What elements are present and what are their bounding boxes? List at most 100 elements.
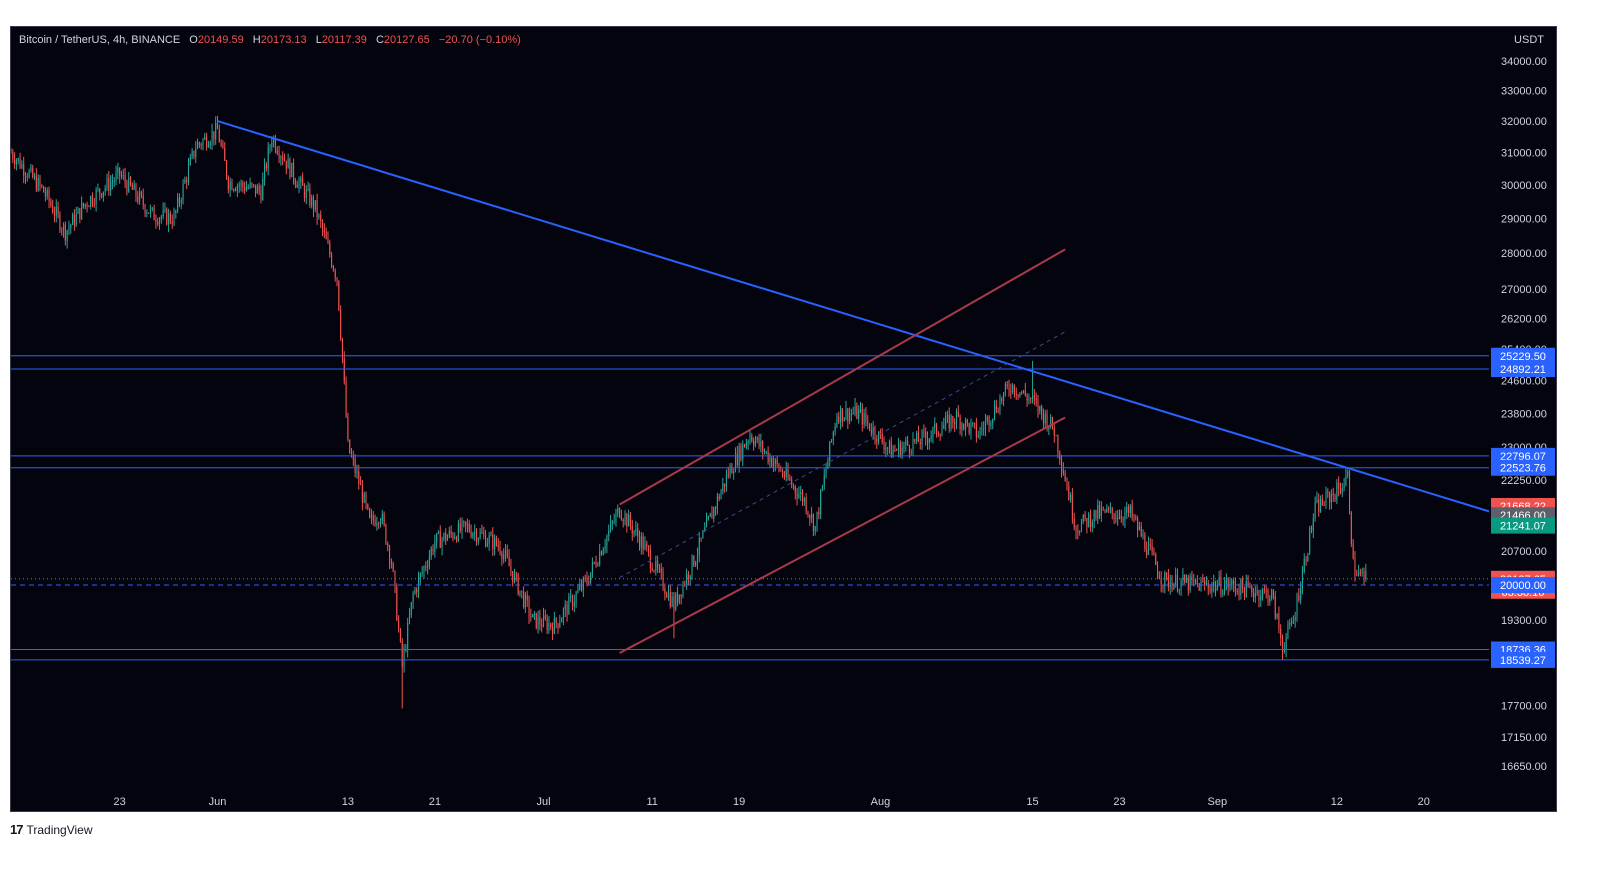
candle-body bbox=[128, 177, 130, 192]
y-tick-label: 32000.00 bbox=[1501, 116, 1547, 128]
candle-body bbox=[952, 416, 954, 424]
candle-body bbox=[448, 530, 450, 537]
candle-body bbox=[1129, 505, 1131, 513]
y-tick-label: 17150.00 bbox=[1501, 732, 1547, 744]
candle-body bbox=[609, 522, 612, 531]
candle-body bbox=[1151, 545, 1153, 552]
candle-body bbox=[44, 192, 46, 197]
candle-body bbox=[300, 177, 302, 183]
candle-body bbox=[722, 483, 724, 492]
candle-body bbox=[919, 441, 921, 445]
candle-body bbox=[1262, 589, 1264, 597]
candle-body bbox=[124, 174, 126, 183]
candle-body bbox=[59, 213, 61, 231]
candle-body bbox=[604, 545, 606, 550]
candle-body bbox=[1312, 518, 1314, 531]
candle-body bbox=[17, 158, 19, 161]
candle-body bbox=[510, 566, 512, 572]
candle-body bbox=[1051, 417, 1054, 429]
candle-body bbox=[548, 623, 550, 630]
candle-body bbox=[541, 624, 543, 627]
candle-body bbox=[1301, 571, 1303, 589]
candle-body bbox=[1187, 578, 1189, 591]
quote-unit: USDT bbox=[1514, 34, 1544, 46]
price-badge bbox=[1491, 517, 1555, 534]
candle-body bbox=[575, 592, 577, 602]
candle-body bbox=[316, 200, 318, 218]
candle-body bbox=[222, 144, 224, 148]
candle-body bbox=[1318, 499, 1320, 513]
candle-body bbox=[993, 405, 996, 419]
candle-body bbox=[207, 145, 209, 148]
tradingview-brand[interactable]: 17 TradingView bbox=[10, 822, 93, 837]
candle-body bbox=[744, 444, 746, 448]
candle-body bbox=[149, 208, 152, 214]
candle-body bbox=[1057, 435, 1059, 453]
candle-body bbox=[533, 612, 536, 615]
candle-body bbox=[497, 544, 499, 547]
candle-body bbox=[274, 138, 276, 151]
candle-body bbox=[423, 566, 425, 573]
candle-body bbox=[1064, 473, 1066, 482]
candle-body bbox=[664, 588, 666, 594]
candle-body bbox=[695, 562, 697, 566]
chart-panel[interactable]: 34000.00 33000.00 32000.00 31000.00 30000.00… bbox=[10, 26, 1557, 812]
candle-body bbox=[28, 170, 30, 178]
candle-body bbox=[655, 560, 657, 571]
candle-body bbox=[584, 577, 586, 579]
candle-body bbox=[273, 138, 275, 143]
candle-body bbox=[358, 471, 360, 484]
candle-body bbox=[1283, 649, 1285, 652]
candle-body bbox=[769, 457, 771, 462]
candle-body bbox=[823, 474, 825, 486]
candle-body bbox=[1341, 488, 1343, 493]
candle-body bbox=[240, 182, 242, 186]
candle-body bbox=[1198, 583, 1200, 591]
candle-body bbox=[106, 177, 108, 188]
candle-body bbox=[385, 524, 387, 544]
candle-body bbox=[126, 182, 128, 192]
candle-body bbox=[101, 193, 103, 198]
candle-body bbox=[914, 438, 916, 441]
candle-body bbox=[441, 538, 443, 548]
candle-body bbox=[1354, 558, 1356, 575]
candle-body bbox=[825, 468, 827, 475]
candle-body bbox=[287, 158, 289, 169]
candle-body bbox=[615, 513, 617, 522]
candle-body bbox=[617, 508, 619, 514]
candlestick-chart[interactable]: 34000.00 33000.00 32000.00 31000.00 30000.00… bbox=[11, 27, 1556, 811]
candle-body bbox=[883, 442, 885, 450]
candle-body bbox=[1140, 526, 1142, 537]
candle-body bbox=[202, 139, 204, 146]
candle-body bbox=[680, 594, 682, 597]
candle-body bbox=[187, 165, 190, 182]
candle-body bbox=[254, 184, 257, 194]
candle-body bbox=[698, 537, 700, 556]
x-tick-label: 23 bbox=[114, 796, 126, 808]
candle-body bbox=[974, 422, 976, 424]
candle-body bbox=[278, 153, 280, 159]
candle-body bbox=[1247, 581, 1249, 586]
candle-body bbox=[731, 466, 733, 474]
candle-body bbox=[1003, 392, 1005, 401]
candle-body bbox=[983, 428, 985, 430]
candle-body bbox=[782, 470, 784, 476]
low-value: 20117.39 bbox=[321, 34, 367, 46]
candle-body bbox=[1291, 622, 1293, 624]
candle-body bbox=[1330, 493, 1332, 503]
candle-body bbox=[651, 567, 653, 571]
candle-body bbox=[1205, 583, 1207, 585]
candle-body bbox=[265, 164, 267, 169]
candle-body bbox=[1162, 584, 1164, 587]
candle-body bbox=[57, 206, 59, 214]
candle-body bbox=[1108, 508, 1110, 510]
candle-body bbox=[591, 562, 593, 573]
candle-body bbox=[64, 224, 66, 241]
drawings bbox=[11, 120, 1490, 661]
candle-body bbox=[15, 160, 17, 165]
candle-body bbox=[881, 434, 883, 443]
candle-body bbox=[812, 514, 814, 532]
candle-body bbox=[1224, 584, 1226, 594]
candle-body bbox=[733, 471, 735, 474]
candle-body bbox=[117, 167, 119, 173]
